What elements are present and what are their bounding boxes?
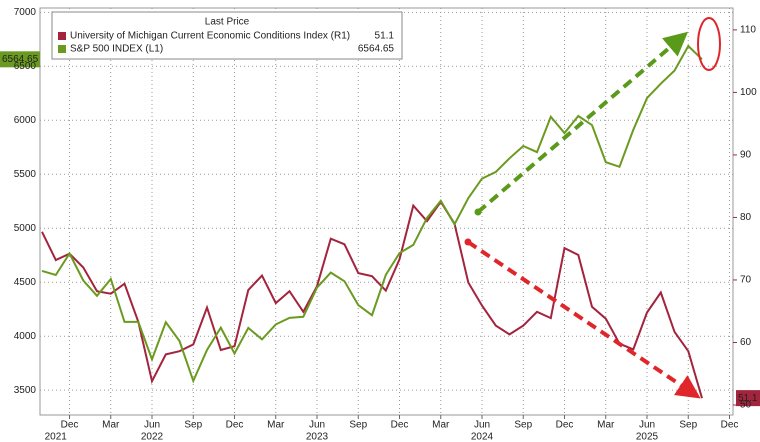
plot-frame xyxy=(39,7,734,416)
x-tick-label: Sep xyxy=(349,420,367,431)
y2-tick-label: 90 xyxy=(740,150,752,161)
trend-arrow-down xyxy=(466,240,701,399)
y2-tick-label: 110 xyxy=(740,25,756,36)
x-tick-label: Jun xyxy=(144,420,160,431)
x-tick-label: Sep xyxy=(514,420,532,431)
x-tick-label: Jun xyxy=(309,420,325,431)
arrow-start xyxy=(464,238,472,246)
x-tick-label: Mar xyxy=(597,420,615,431)
y2-tick-label: 80 xyxy=(740,212,752,223)
legend-swatch xyxy=(58,32,66,40)
last-value-tag xyxy=(736,390,760,407)
x-tick-label: Sep xyxy=(679,420,697,431)
grid xyxy=(39,7,737,419)
y-tick-label: 3500 xyxy=(14,385,37,396)
x-tick-label: Dec xyxy=(721,420,739,431)
y-tick-label: 6500 xyxy=(14,61,37,72)
y2-tick-label: 70 xyxy=(740,275,752,286)
y-tick-label: 4000 xyxy=(14,331,37,342)
last-value-tag xyxy=(0,51,40,68)
x-tick-label: Dec xyxy=(556,420,574,431)
y-tick-label: 7000 xyxy=(14,7,37,18)
series-line xyxy=(41,199,703,399)
x-year-label: 2023 xyxy=(306,432,329,442)
legend-label: S&P 500 INDEX (L1) xyxy=(70,44,163,55)
arrow-start xyxy=(474,208,482,216)
legend-title: Last Price xyxy=(205,17,250,28)
x-tick-label: Sep xyxy=(184,420,202,431)
trend-arrow-up xyxy=(476,31,689,214)
y-tick-label: 5000 xyxy=(14,223,37,234)
series-line xyxy=(41,44,703,384)
tags: 51.1 6564.65 xyxy=(0,51,760,407)
x-tick-label: Mar xyxy=(102,420,120,431)
legend-value: 6564.65 xyxy=(358,44,395,55)
x-year-label: 2025 xyxy=(636,432,659,442)
y2-tick-label: 100 xyxy=(740,87,757,98)
y-tick-label: 4500 xyxy=(14,277,37,288)
x-tick-label: Jun xyxy=(639,420,655,431)
legend-box xyxy=(51,11,403,60)
y-tick-label: 6000 xyxy=(14,115,37,126)
legend-value: 51.1 xyxy=(375,31,395,42)
highlight-circle xyxy=(697,17,721,71)
x-tick-label: Dec xyxy=(226,420,244,431)
y-tick-label: 5500 xyxy=(14,169,37,180)
x-year-label: 2022 xyxy=(141,432,164,442)
legend-label: University of Michigan Current Economic … xyxy=(70,31,350,42)
y2-tick-label: 60 xyxy=(740,337,752,348)
legend: Last Price University of Michigan Curren… xyxy=(51,11,403,60)
x-tick-label: Dec xyxy=(61,420,79,431)
y2-tick-label: 50 xyxy=(740,400,752,411)
lines xyxy=(41,44,703,399)
x-tick-label: Dec xyxy=(391,420,409,431)
x-year-label: 2024 xyxy=(471,432,494,442)
x-year-label: 2021 xyxy=(45,432,68,442)
last-value-label: 6564.65 xyxy=(2,54,39,65)
last-value-label: 51.1 xyxy=(738,393,758,404)
x-tick-label: Mar xyxy=(267,420,285,431)
x-tick-label: Jun xyxy=(474,420,490,431)
legend-swatch xyxy=(58,45,66,53)
x-tick-label: Mar xyxy=(432,420,450,431)
